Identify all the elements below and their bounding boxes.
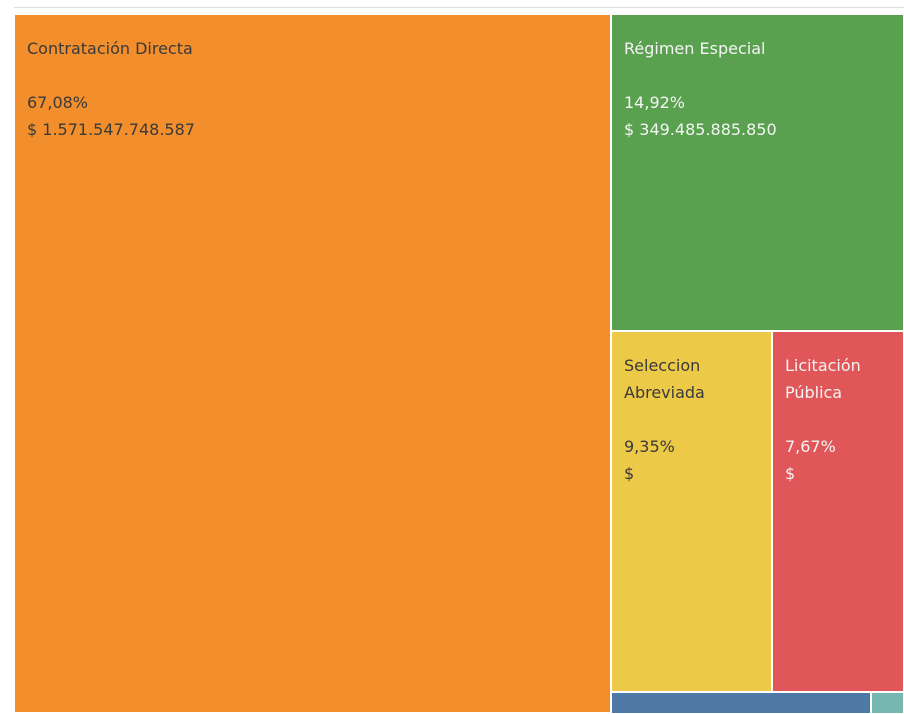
tile: Régimen Especial 14,92% $ 349.485.885.850: [611, 14, 904, 331]
gap: [785, 406, 893, 433]
tile: Seleccion Abreviada 9,35% $: [611, 330, 772, 693]
gap: [624, 406, 761, 433]
tile-percent: 67,08%: [27, 93, 89, 112]
tile: [871, 692, 904, 714]
tile-percent: 14,92%: [624, 93, 686, 112]
tile-label: Licitación Pública: [784, 355, 861, 402]
gap: [624, 62, 893, 89]
tile: Contratación Directa 67,08% $ 1.571.547.74…: [14, 14, 611, 713]
tile-label: Contratación Directa: [27, 39, 193, 58]
tile: [611, 692, 872, 714]
tile-label: Régimen Especial: [624, 39, 766, 58]
gap: [27, 62, 600, 89]
tile-amount: $ 1.571.547.748.587: [27, 120, 195, 139]
tile-label: Seleccion Abreviada: [624, 355, 705, 402]
tile-amount: $: [784, 463, 796, 483]
tile: Licitación Pública 7,67% $: [771, 330, 904, 693]
tile-amount: $: [624, 463, 635, 483]
tile-amount: $ 349.485.885.850: [624, 120, 777, 139]
top-rule: [14, 7, 904, 8]
tile-percent: 9,35%: [624, 436, 675, 456]
tile-percent: 7,67%: [784, 436, 836, 456]
